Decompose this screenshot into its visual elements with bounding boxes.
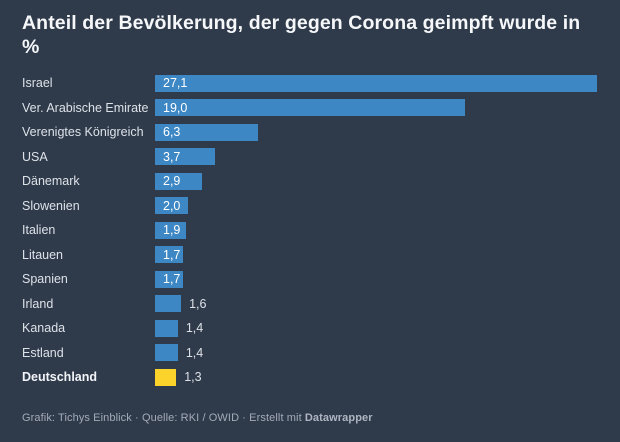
country-label: Irland bbox=[22, 296, 54, 311]
country-label: Israel bbox=[22, 76, 53, 91]
bar: 27,1 bbox=[155, 74, 597, 92]
bar: 1,7 bbox=[155, 270, 183, 288]
chart-row: Israel 27,1 bbox=[0, 71, 620, 96]
chart-title: Anteil der Bevölkerung, der gegen Corona… bbox=[22, 12, 581, 58]
bar: 2,9 bbox=[155, 172, 203, 190]
value-label-inside: 6,3 bbox=[163, 125, 181, 140]
value-label-outside: 1,6 bbox=[189, 296, 207, 311]
country-label: Estland bbox=[22, 345, 64, 360]
bar bbox=[155, 319, 178, 337]
value-label-inside: 3,7 bbox=[163, 149, 181, 164]
value-label-inside: 1,7 bbox=[163, 272, 181, 287]
bar-track: 1,6 bbox=[155, 295, 620, 313]
chart-row: Dänemark 2,9 bbox=[0, 169, 620, 194]
bar: 1,7 bbox=[155, 246, 183, 264]
value-label-inside: 19,0 bbox=[163, 100, 188, 115]
value-label-outside: 1,4 bbox=[185, 345, 204, 360]
country-label: Ver. Arabische Emirate bbox=[22, 100, 149, 115]
bar bbox=[155, 344, 178, 362]
chart-row: Slowenien 2,0 bbox=[0, 194, 620, 219]
value-label-inside: 27,1 bbox=[163, 76, 188, 91]
bar-track: 1,7 bbox=[155, 246, 620, 264]
bar bbox=[155, 295, 182, 313]
datawrapper-link[interactable]: Datawrapper bbox=[304, 412, 373, 424]
footer-text: Grafik: Tichys Einblick · Quelle: RKI / … bbox=[22, 412, 305, 424]
bar-track: 2,0 bbox=[155, 197, 620, 215]
bar: 1,9 bbox=[155, 221, 186, 239]
chart-row: Verenigtes Königreich 6,3 bbox=[0, 120, 620, 145]
bar-track: 19,0 bbox=[155, 99, 620, 117]
country-label: Kanada bbox=[22, 321, 66, 336]
bar: 6,3 bbox=[155, 123, 258, 141]
chart-row: Kanada 1,4 bbox=[0, 316, 620, 341]
chart-row: Deutschland 1,3 bbox=[0, 365, 620, 390]
country-label: Litauen bbox=[22, 247, 64, 262]
chart-row: Spanien 1,7 bbox=[0, 267, 620, 292]
bar-track: 3,7 bbox=[155, 148, 620, 166]
value-label-inside: 1,9 bbox=[163, 223, 181, 238]
bar-chart: Israel 27,1 Ver. Arabische Emirate 19,0 … bbox=[0, 71, 620, 390]
bar-track: 1,4 bbox=[155, 319, 620, 337]
chart-row: Estland 1,4 bbox=[0, 341, 620, 366]
country-label: Verenigtes Königreich bbox=[22, 125, 144, 140]
country-label: Spanien bbox=[22, 272, 68, 287]
footer-attribution: Grafik: Tichys Einblick · Quelle: RKI / … bbox=[22, 412, 373, 424]
value-label-outside: 1,3 bbox=[184, 370, 202, 385]
bar-track: 1,9 bbox=[155, 221, 620, 239]
value-label-inside: 2,9 bbox=[163, 174, 181, 189]
country-label: Deutschland bbox=[22, 370, 98, 385]
value-label-inside: 2,0 bbox=[163, 198, 181, 213]
bar-track: 1,4 bbox=[155, 344, 620, 362]
bar: 2,0 bbox=[155, 197, 188, 215]
country-label: USA bbox=[22, 149, 48, 164]
bar bbox=[155, 368, 177, 386]
bar: 19,0 bbox=[155, 99, 465, 117]
bar-track: 1,7 bbox=[155, 270, 620, 288]
chart-row: Ver. Arabische Emirate 19,0 bbox=[0, 96, 620, 121]
chart-row: Litauen 1,7 bbox=[0, 243, 620, 268]
bar-track: 1,3 bbox=[155, 368, 620, 386]
chart-row: USA 3,7 bbox=[0, 145, 620, 170]
country-label: Dänemark bbox=[22, 174, 80, 189]
country-label: Slowenien bbox=[22, 198, 80, 213]
bar-track: 27,1 bbox=[155, 74, 620, 92]
bar-track: 2,9 bbox=[155, 172, 620, 190]
chart-row: Irland 1,6 bbox=[0, 292, 620, 317]
country-label: Italien bbox=[22, 223, 56, 238]
bar: 3,7 bbox=[155, 148, 216, 166]
value-label-inside: 1,7 bbox=[163, 247, 181, 262]
value-label-outside: 1,4 bbox=[185, 321, 204, 336]
chart-row: Italien 1,9 bbox=[0, 218, 620, 243]
bar-track: 6,3 bbox=[155, 123, 620, 141]
